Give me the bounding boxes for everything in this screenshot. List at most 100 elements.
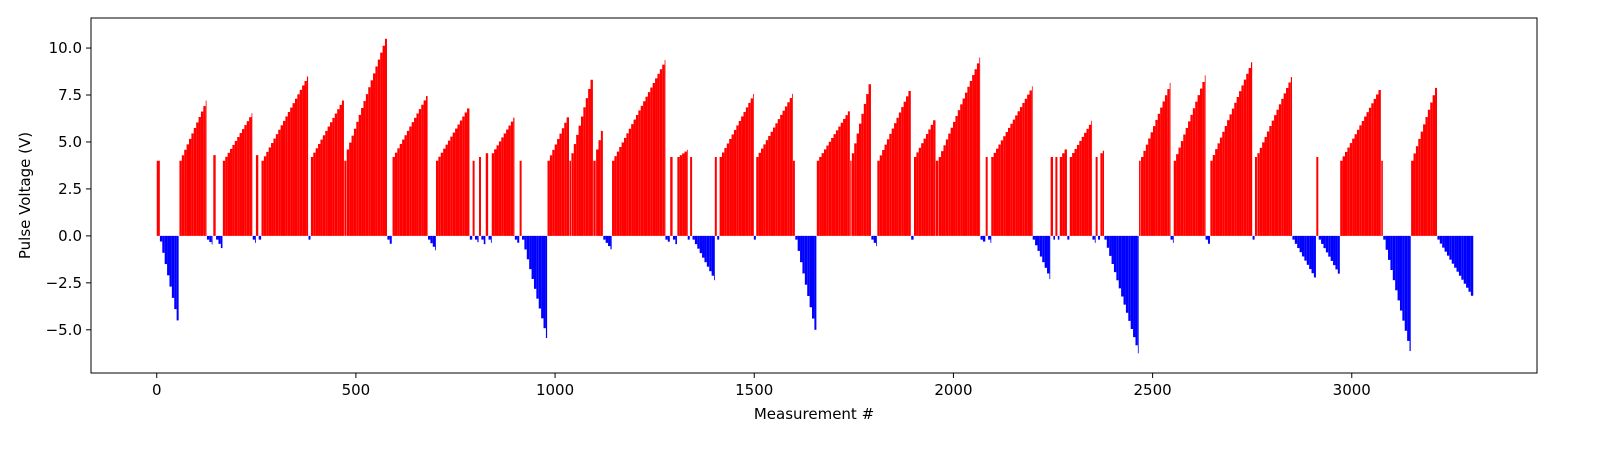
bar-1 [162,235,165,253]
bar-75 [1102,150,1104,236]
bar-57 [928,129,931,236]
bar-91 [1409,235,1411,352]
bar-10 [285,116,288,236]
bar-76 [1123,235,1126,305]
bar-64 [1032,235,1036,240]
bar-10 [290,107,293,236]
bar-53 [851,153,855,236]
bar-0 [156,160,160,236]
bar-11 [308,235,311,240]
bar-30 [557,139,560,236]
bar-85 [1271,120,1275,236]
bar-16 [409,126,412,236]
bar-63 [1000,140,1004,236]
bar-78 [1155,119,1158,236]
bar-16 [418,109,422,236]
bar-88 [1321,235,1324,244]
bar-41 [687,235,690,240]
bar-48 [768,135,771,236]
bar-92 [1425,117,1428,236]
bar-32 [571,153,574,236]
bar-14 [368,87,371,236]
bar-2 [196,122,199,236]
bar-18 [435,160,439,236]
bar-89 [1356,129,1360,236]
bar-1 [171,235,175,298]
bar-15 [387,235,390,240]
bar-59 [941,151,944,236]
bar-71 [1074,148,1077,236]
bar-78 [1150,132,1153,236]
bar-18 [452,132,456,236]
bar-63 [1031,86,1033,236]
bar-54 [876,235,877,247]
bar-34 [596,149,599,236]
bar-48 [780,114,783,236]
bar-87 [1316,156,1319,236]
bar-2 [198,116,201,236]
bar-59 [955,116,958,236]
bar-89 [1349,143,1353,236]
bar-29 [533,235,537,289]
bar-51 [838,126,841,236]
bar-2 [203,106,206,236]
bar-78 [1164,95,1168,236]
bar-80 [1199,88,1203,236]
bar-14 [349,142,352,236]
x-tick-label: 2000 [934,381,972,399]
bar-32 [573,144,577,236]
bar-14 [361,107,364,236]
bar-63 [1015,115,1018,236]
bar-57 [913,156,917,236]
bar-78 [1162,101,1165,236]
bar-86 [1294,235,1298,244]
bar-27 [517,235,520,243]
bar-89 [1366,112,1369,236]
bar-48 [777,119,781,236]
bar-93 [1470,235,1474,296]
bar-16 [404,135,407,236]
bar-46 [724,147,727,236]
bar-46 [743,111,746,236]
bar-85 [1264,136,1267,236]
bar-2 [205,100,207,236]
bar-82 [1210,160,1213,236]
bar-78 [1160,107,1163,236]
bar-64 [1039,235,1043,257]
bar-59 [962,98,965,236]
bar-18 [457,124,460,236]
bar-53 [863,103,867,236]
bar-85 [1286,87,1289,236]
bar-36 [612,160,615,236]
bar-48 [756,156,759,236]
bar-24 [485,153,489,236]
bar-55 [882,150,885,236]
bar-12 [325,130,328,236]
bar-48 [792,93,793,236]
bar-46 [738,120,742,236]
bar-59 [943,145,946,236]
bar-46 [750,98,754,236]
bar-30 [549,155,553,236]
bar-89 [1364,116,1367,236]
bar-76 [1133,235,1136,338]
bar-86 [1311,235,1314,274]
bar-10 [294,98,298,236]
bar-55 [903,101,907,236]
bar-55 [906,96,909,236]
bar-10 [275,134,279,236]
bar-89 [1376,94,1379,236]
bar-43 [714,235,715,281]
bar-35 [603,235,606,240]
bar-71 [1076,144,1080,236]
bar-63 [1027,94,1030,236]
bar-40 [684,151,687,236]
bar-76 [1109,235,1112,256]
bar-29 [541,235,544,319]
bar-18 [438,156,441,236]
bar-30 [552,149,555,236]
bar-56 [911,235,914,240]
bar-80 [1190,114,1193,236]
bar-91 [1385,235,1389,250]
